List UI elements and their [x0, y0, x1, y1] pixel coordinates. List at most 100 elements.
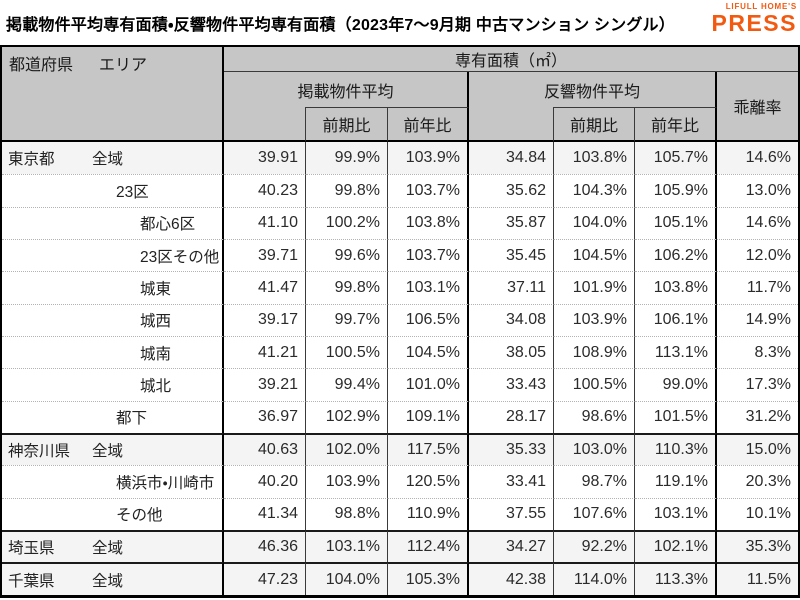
table-row: 23区 40.23 99.8% 103.7% 35.62 104.3% 105.9% 13.0… — [2, 174, 799, 207]
response-prev-period-cell: 114.0% — [554, 562, 635, 595]
divergence-rate-cell: 13.0% — [717, 174, 799, 207]
listed-prev-period-cell: 98.8% — [306, 497, 388, 531]
area-label: 城南 — [140, 345, 172, 363]
listed-prev-year-cell: 103.7% — [388, 174, 469, 207]
response-prev-period-cell: 104.5% — [554, 239, 635, 272]
response-prev-period-cell: 104.0% — [554, 206, 635, 240]
area-label: 23区 — [116, 184, 149, 202]
table-header: 都道府県 エリア 専有面積（㎡） 掲載物件平均 反響物件平均 乖離率 前期比 前年… — [2, 47, 799, 142]
listed-area-cell: 41.34 — [224, 497, 306, 531]
floor-area-table: 都道府県 エリア 専有面積（㎡） 掲載物件平均 反響物件平均 乖離率 前期比 前年… — [0, 45, 800, 598]
listed-area-cell: 41.47 — [224, 271, 306, 304]
area-header-label: エリア — [99, 57, 148, 74]
divergence-rate-cell: 14.6% — [717, 142, 799, 175]
row-label-cell: 千葉県 全域 — [2, 562, 224, 595]
listed-prev-year-cell: 103.7% — [388, 239, 469, 272]
divergence-rate-cell: 15.0% — [717, 433, 799, 466]
divergence-rate-cell: 10.1% — [717, 497, 799, 531]
row-label-cell: 東京都 全域 — [2, 142, 224, 175]
table-row: その他 41.34 98.8% 110.9% 37.55 107.6% 103.1% 10.1… — [2, 497, 799, 531]
table-row: 東京都 全域 39.91 99.9% 103.9% 34.84 103.8% 105.7% 14… — [2, 142, 799, 175]
col-header-response-average: 反響物件平均 — [469, 72, 717, 107]
row-label-cell: 埼玉県 全域 — [2, 530, 224, 563]
listed-prev-period-cell: 104.0% — [306, 562, 388, 595]
listed-prev-period-cell: 100.5% — [306, 336, 388, 369]
listed-prev-year-cell: 109.1% — [388, 400, 469, 434]
response-prev-year-cell: 105.7% — [635, 142, 717, 175]
prefecture-label: 千葉県 — [8, 572, 55, 590]
table-row: 都心6区 41.10 100.2% 103.8% 35.87 104.0% 105.1% 14… — [2, 206, 799, 240]
col-header-listed-prev-period: 前期比 — [306, 107, 388, 142]
response-prev-period-cell: 103.9% — [554, 303, 635, 337]
response-area-cell: 35.33 — [469, 433, 554, 466]
row-label-cell: 城南 — [2, 336, 224, 369]
divergence-rate-cell: 11.7% — [717, 271, 799, 304]
table-row: 横浜市・川崎市 40.20 103.9% 120.5% 33.41 98.7% 119.1%… — [2, 465, 799, 498]
listed-prev-period-cell: 99.4% — [306, 368, 388, 401]
listed-prev-period-cell: 99.9% — [306, 142, 388, 175]
listed-area-cell: 47.23 — [224, 562, 306, 595]
response-prev-year-cell: 110.3% — [635, 433, 717, 466]
area-label: 全域 — [92, 540, 124, 558]
response-prev-period-cell: 100.5% — [554, 368, 635, 401]
listed-prev-period-cell: 99.7% — [306, 303, 388, 337]
response-prev-year-cell: 106.1% — [635, 303, 717, 337]
response-prev-year-cell: 102.1% — [635, 530, 717, 563]
response-area-cell: 35.87 — [469, 206, 554, 240]
response-area-cell: 34.84 — [469, 142, 554, 175]
area-label: その他 — [116, 507, 163, 525]
area-label: 全域 — [92, 151, 124, 169]
table-row: 埼玉県 全域 46.36 103.1% 112.4% 34.27 92.2% 102.1% 35… — [2, 530, 799, 563]
col-header-listed-prev-year: 前年比 — [388, 107, 469, 142]
listed-prev-period-cell: 99.8% — [306, 174, 388, 207]
response-prev-year-cell: 101.5% — [635, 400, 717, 434]
listed-prev-period-cell: 102.0% — [306, 433, 388, 466]
response-area-cell: 35.45 — [469, 239, 554, 272]
listed-prev-year-cell: 105.3% — [388, 562, 469, 595]
response-prev-period-cell: 98.7% — [554, 465, 635, 498]
logo-top-text: LIFULL HOME'S — [725, 2, 797, 11]
response-prev-period-cell: 103.8% — [554, 142, 635, 175]
table-body: 東京都 全域 39.91 99.9% 103.9% 34.84 103.8% 105.7% 14… — [2, 142, 799, 595]
listed-prev-year-cell: 101.0% — [388, 368, 469, 401]
response-area-cell: 34.08 — [469, 303, 554, 337]
response-area-cell: 37.55 — [469, 497, 554, 531]
listed-prev-period-cell: 103.9% — [306, 465, 388, 498]
response-prev-period-cell: 103.0% — [554, 433, 635, 466]
response-prev-year-cell: 103.8% — [635, 271, 717, 304]
logo-main-text: PRESS — [711, 10, 797, 36]
page-title: 掲載物件平均専有面積・反響物件平均専有面積（2023年7～9月期 中古マンション… — [6, 16, 675, 34]
response-area-cell: 34.27 — [469, 530, 554, 563]
divergence-rate-cell: 14.9% — [717, 303, 799, 337]
listed-prev-period-cell: 100.2% — [306, 206, 388, 240]
merged-cell — [224, 107, 306, 142]
col-header-divergence-rate: 乖離率 — [717, 72, 799, 142]
row-label-cell: 横浜市・川崎市 — [2, 465, 224, 498]
listed-prev-year-cell: 106.5% — [388, 303, 469, 337]
area-label: 全域 — [92, 443, 124, 461]
response-prev-year-cell: 119.1% — [635, 465, 717, 498]
table-row: 城西 39.17 99.7% 106.5% 34.08 103.9% 106.1% 14.9% — [2, 303, 799, 337]
area-label: 城西 — [140, 313, 172, 331]
table-row: 23区その他 39.71 99.6% 103.7% 35.45 104.5% 106.2% 1… — [2, 239, 799, 272]
response-prev-year-cell: 113.3% — [635, 562, 717, 595]
prefecture-label: 東京都 — [8, 151, 55, 169]
response-prev-year-cell: 99.0% — [635, 368, 717, 401]
listed-prev-year-cell: 110.9% — [388, 497, 469, 531]
response-area-cell: 35.62 — [469, 174, 554, 207]
col-header-floor-area: 専有面積（㎡） — [224, 47, 799, 72]
row-label-cell: 城北 — [2, 368, 224, 401]
table-row: 城北 39.21 99.4% 101.0% 33.43 100.5% 99.0% 17.3% — [2, 368, 799, 401]
divergence-rate-cell: 11.5% — [717, 562, 799, 595]
divergence-rate-cell: 35.3% — [717, 530, 799, 563]
table-row: 神奈川県 全域 40.63 102.0% 117.5% 35.33 103.0% 110.3%… — [2, 433, 799, 466]
listed-area-cell: 40.20 — [224, 465, 306, 498]
col-header-listed-average: 掲載物件平均 — [224, 72, 469, 107]
listed-prev-period-cell: 103.1% — [306, 530, 388, 563]
area-label: 都心6区 — [140, 216, 196, 234]
table-row: 千葉県 全域 47.23 104.0% 105.3% 42.38 114.0% 113.3% 1… — [2, 562, 799, 595]
divergence-rate-cell: 14.6% — [717, 206, 799, 240]
row-label-cell: 都心6区 — [2, 206, 224, 240]
response-area-cell: 37.11 — [469, 271, 554, 304]
area-label: 城北 — [140, 378, 172, 396]
